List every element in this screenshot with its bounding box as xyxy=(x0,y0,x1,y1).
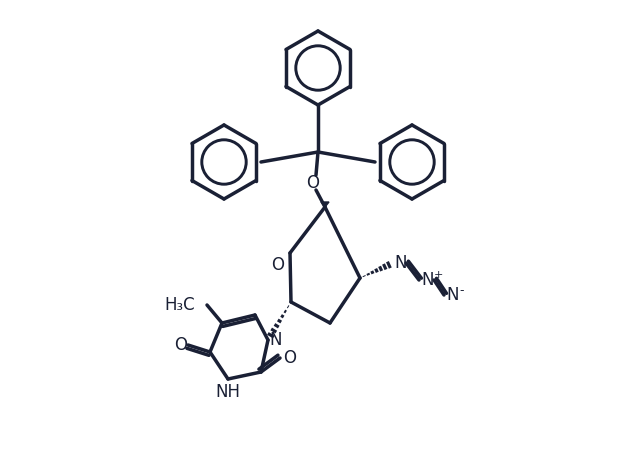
Text: N: N xyxy=(421,271,433,289)
Text: O: O xyxy=(307,174,319,192)
Text: +: + xyxy=(434,270,444,280)
Text: O: O xyxy=(174,336,187,354)
Polygon shape xyxy=(321,202,329,207)
Text: NH: NH xyxy=(216,383,241,401)
Text: H₃C: H₃C xyxy=(164,296,195,314)
Text: N: N xyxy=(269,331,282,349)
Text: O: O xyxy=(271,256,285,274)
Text: O: O xyxy=(283,349,296,367)
Text: N: N xyxy=(446,286,458,304)
Text: -: - xyxy=(459,284,463,298)
Text: N: N xyxy=(394,254,406,272)
